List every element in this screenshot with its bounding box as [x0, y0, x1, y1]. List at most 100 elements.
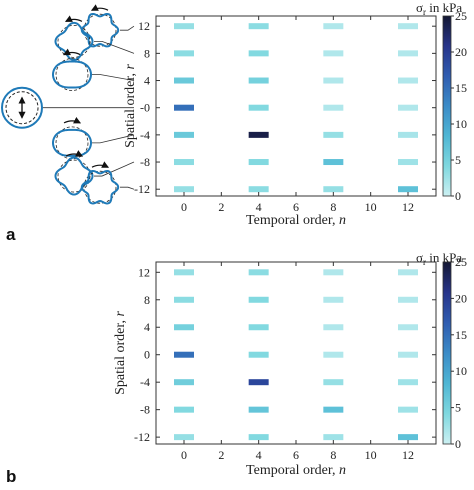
heatmap-cell — [248, 351, 269, 358]
heatmap-cell — [248, 50, 269, 57]
rotation-arrow-right-icon — [65, 150, 84, 157]
rotation-arrow-left-icon — [90, 4, 109, 11]
colorbar-tick-label: 15 — [455, 328, 467, 342]
reference-circle — [57, 159, 91, 193]
breathing-mode-circle — [1, 86, 43, 129]
y-tick-label: 4 — [144, 320, 150, 334]
x-axis-label: Temporal order, n — [246, 213, 346, 228]
x-tick-label: 4 — [256, 200, 262, 214]
lobed-mode-shape — [51, 60, 93, 89]
colorbar-tick-label: 25 — [455, 9, 467, 23]
lobed-mode-shape — [54, 156, 94, 196]
x-tick-label: 12 — [402, 200, 414, 214]
heatmap-cell — [398, 131, 418, 138]
reference-circle — [57, 24, 91, 58]
leader-line — [120, 25, 135, 31]
y-tick-label: -8 — [140, 403, 150, 417]
heatmap-cell — [323, 406, 344, 413]
colorbar-tick-label: 15 — [455, 81, 467, 95]
heatmap-cell — [174, 406, 194, 413]
heatmap-cell — [398, 77, 418, 84]
heatmap-cell — [174, 434, 194, 441]
mode-shape-icon — [1, 86, 134, 129]
reference-circle — [55, 126, 89, 160]
reference-circle — [55, 58, 89, 91]
y-tick-label: 4 — [144, 74, 150, 88]
heatmap-cell — [323, 434, 344, 441]
heatmap-cell — [323, 77, 344, 84]
colorbar — [442, 15, 452, 197]
mode-shape-icon — [51, 116, 135, 160]
colorbar — [442, 261, 452, 445]
colorbar-tick-label: 20 — [455, 45, 467, 59]
x-tick-label: 8 — [330, 448, 336, 462]
heatmap-cell — [248, 104, 269, 111]
rotation-arrow-left-icon — [62, 48, 81, 56]
y-axis-label: Spatial order, r — [113, 311, 128, 395]
heatmap-cell — [248, 379, 269, 386]
y-tick-label: 0 — [144, 348, 150, 362]
heatmap-b: 0 2 4 6 8 10 12 12 8 4 0 -4 -8 -12 Temporal order, n Sp… — [113, 250, 467, 478]
x-tick-label: 6 — [293, 448, 299, 462]
lobed-mode-shape — [80, 169, 120, 205]
heatmap-cell — [248, 77, 269, 84]
y-tick-label: -4 — [140, 375, 150, 389]
heatmap-cell — [174, 131, 194, 138]
x-tick-label: 10 — [365, 200, 377, 214]
y-tick-label: -4 — [140, 128, 150, 142]
heatmap-cell — [398, 324, 418, 331]
colorbar-tick-label: 0 — [455, 437, 461, 451]
mode-shape-icons — [1, 4, 135, 205]
heatmap-cell — [323, 324, 344, 331]
leader-line — [120, 186, 135, 190]
mode-shape-icon — [54, 150, 135, 196]
heatmap-cell — [398, 296, 418, 303]
heatmap-cell — [398, 269, 418, 276]
panel-b: 0 2 4 6 8 10 12 12 8 4 0 -4 -8 -12 Temporal order, n Sp… — [6, 250, 467, 486]
colorbar-tick-label: 25 — [455, 255, 467, 269]
heatmap-cell — [323, 131, 344, 138]
heatmap-cell — [323, 379, 344, 386]
heatmap-cell — [174, 104, 194, 111]
heatmap-cell — [248, 159, 269, 166]
heatmap-cell — [174, 50, 194, 57]
heatmap-cell — [174, 351, 194, 358]
heatmap-cell — [323, 186, 344, 193]
y-tick-label: 8 — [144, 46, 150, 60]
y-tick-label: -0 — [140, 101, 150, 115]
heatmap-cell — [248, 434, 269, 441]
x-tick-label: 10 — [365, 448, 377, 462]
colorbar-tick-label: 5 — [455, 153, 461, 167]
reference-circle — [83, 170, 117, 204]
heatmap-cell — [174, 379, 194, 386]
heatmap-cell — [248, 406, 269, 413]
lobed-mode-shape — [54, 21, 94, 61]
heatmap-cell — [323, 296, 344, 303]
heatmap-cell — [398, 406, 418, 413]
heatmap-cell — [248, 131, 269, 138]
heatmap-cell — [398, 379, 418, 386]
heatmap-cell — [323, 351, 344, 358]
heatmap-cell — [398, 159, 418, 166]
y-tick-label: -12 — [134, 182, 150, 196]
leader-line — [92, 134, 135, 144]
panel-label-a: a — [6, 225, 16, 244]
mode-shape-icon — [51, 48, 135, 91]
heatmap-cell — [174, 324, 194, 331]
panel-a: 0 2 4 6 8 10 12 12 8 4 -0 -4 -8 -12 Temporal order, n S… — [1, 0, 467, 244]
heatmap-a: 0 2 4 6 8 10 12 12 8 4 -0 -4 -8 -12 Temporal order, n S… — [123, 0, 467, 228]
colorbar-tick-label: 0 — [455, 189, 461, 203]
y-tick-label: -8 — [140, 155, 150, 169]
heatmap-cell — [398, 104, 418, 111]
lobed-mode-shape — [51, 128, 93, 157]
panel-label-b: b — [6, 467, 16, 486]
y-tick-label: 12 — [138, 265, 150, 279]
heatmap-cell — [398, 50, 418, 57]
mode-shape-icon — [54, 15, 135, 61]
leader-line — [92, 74, 135, 81]
heatmap-cell — [398, 351, 418, 358]
heatmap-cell — [398, 186, 418, 193]
colorbar-tick-label: 5 — [455, 401, 461, 415]
leader-line — [94, 161, 135, 177]
colorbar-tick-label: 10 — [455, 364, 467, 378]
